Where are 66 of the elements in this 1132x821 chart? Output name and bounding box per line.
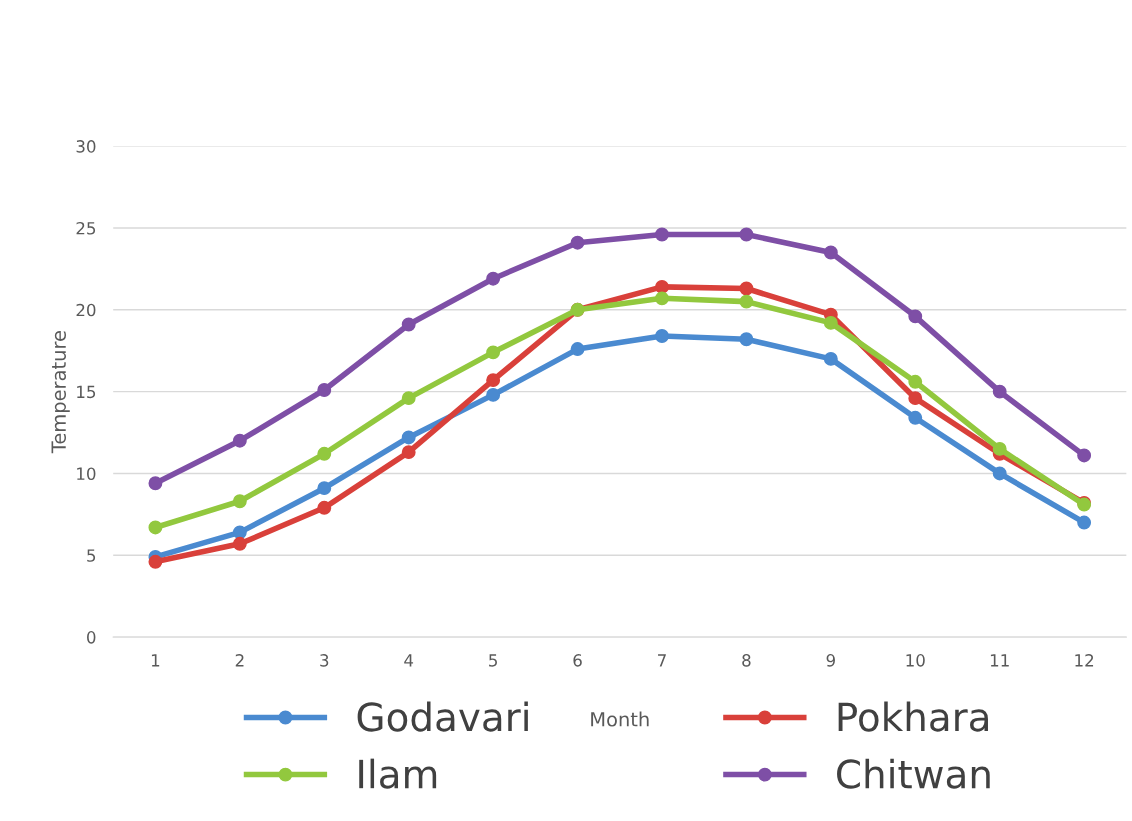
x-tick-label: 9 bbox=[826, 654, 835, 667]
point bbox=[232, 536, 247, 551]
point bbox=[401, 391, 416, 406]
x-tick-label: 1 bbox=[151, 654, 160, 667]
y-tick-label: 25 bbox=[76, 221, 96, 235]
point bbox=[317, 383, 332, 397]
point bbox=[992, 384, 1007, 399]
point bbox=[739, 294, 754, 309]
point bbox=[655, 227, 669, 242]
point bbox=[570, 342, 585, 357]
point bbox=[823, 351, 838, 366]
point bbox=[486, 373, 501, 388]
x-axis-title: Month bbox=[591, 711, 649, 727]
legend-label: Ilam bbox=[359, 758, 437, 789]
point bbox=[401, 317, 416, 332]
point bbox=[739, 227, 754, 242]
point bbox=[317, 446, 332, 461]
y-tick-label: 20 bbox=[76, 303, 96, 317]
x-tick-label: 10 bbox=[906, 654, 925, 667]
point bbox=[317, 481, 332, 496]
x-tick-label: 3 bbox=[320, 654, 329, 667]
legend-label: Chitwan bbox=[837, 758, 990, 789]
point bbox=[992, 466, 1007, 481]
y-tick-label: 0 bbox=[87, 631, 96, 644]
point bbox=[232, 494, 247, 509]
point bbox=[908, 309, 923, 324]
legend-label: Godavari bbox=[357, 701, 528, 732]
legend-label: Pokhara bbox=[838, 701, 988, 732]
point bbox=[655, 291, 669, 306]
point bbox=[908, 374, 923, 389]
point bbox=[823, 245, 838, 260]
x-tick-label: 5 bbox=[489, 654, 497, 667]
point bbox=[232, 525, 247, 540]
x-tick-label: 12 bbox=[1075, 654, 1094, 667]
point bbox=[739, 281, 754, 296]
x-tick-label: 2 bbox=[235, 654, 244, 667]
x-tick-label: 6 bbox=[573, 654, 582, 667]
point bbox=[1077, 448, 1092, 463]
point bbox=[486, 271, 501, 286]
x-tick-label: 7 bbox=[658, 654, 666, 667]
x-tick-label: 4 bbox=[404, 654, 414, 667]
point bbox=[148, 476, 163, 491]
y-axis-title: Temperature bbox=[51, 331, 70, 454]
point bbox=[401, 430, 416, 445]
point bbox=[317, 500, 332, 515]
point bbox=[486, 387, 501, 402]
point bbox=[148, 554, 163, 569]
y-tick-label: 5 bbox=[87, 549, 96, 562]
point bbox=[1077, 515, 1092, 530]
point bbox=[570, 235, 585, 250]
point bbox=[401, 445, 416, 460]
point bbox=[908, 391, 923, 406]
x-tick-label: 11 bbox=[990, 654, 1009, 667]
point bbox=[823, 315, 838, 330]
y-tick-label: 10 bbox=[77, 467, 96, 481]
point bbox=[992, 441, 1007, 456]
point bbox=[148, 520, 163, 535]
point bbox=[486, 345, 501, 360]
point bbox=[232, 433, 247, 448]
point bbox=[655, 329, 669, 343]
y-tick-label: 15 bbox=[77, 385, 96, 399]
y-tick-label: 30 bbox=[76, 140, 96, 153]
point bbox=[908, 410, 923, 425]
point bbox=[739, 332, 754, 347]
point bbox=[655, 279, 669, 294]
x-tick-label: 8 bbox=[742, 654, 751, 667]
